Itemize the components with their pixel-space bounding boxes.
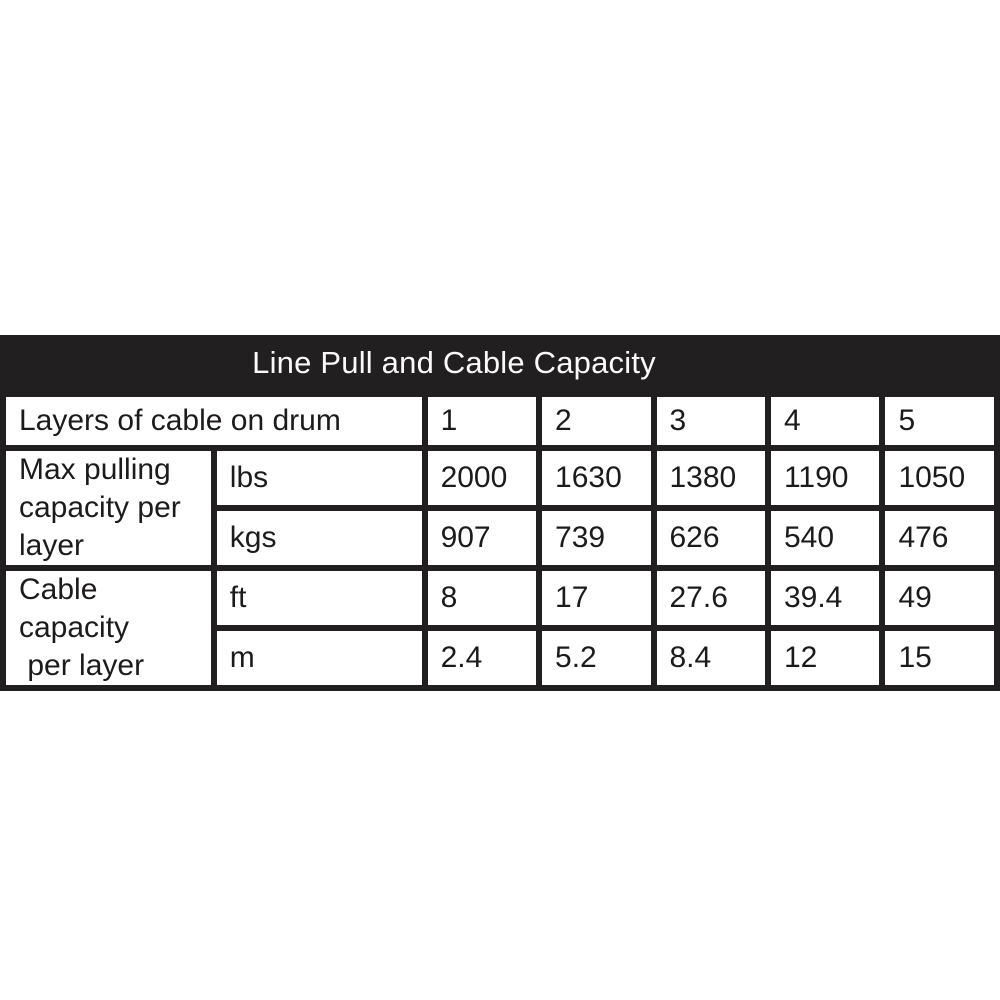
table-cell-lbs-5: 1050: [885, 451, 994, 505]
table-cell-m-3: 8.4: [656, 631, 765, 685]
table-cell-m-2: 5.2: [542, 631, 651, 685]
table-cell-ft-4: 39.4: [770, 571, 880, 625]
table-row-max-pull-kgs: kgs 907 739 626 540 476: [6, 511, 994, 565]
table-cell-kgs-4: 540: [770, 511, 880, 565]
table-row-cable-capacity-m: m 2.4 5.2 8.4 12 15: [6, 631, 994, 685]
row-label-layers: Layers of cable on drum: [6, 397, 422, 445]
unit-cell-ft: ft: [216, 571, 422, 625]
row-label-cable-capacity: Cable capacity per layer: [6, 571, 211, 685]
table-cell-layer-5: 5: [885, 397, 994, 445]
table-cell-ft-2: 17: [542, 571, 651, 625]
table-cell-layer-2: 2: [542, 397, 651, 445]
unit-cell-lbs: lbs: [216, 451, 422, 505]
line-pull-capacity-table: Line Pull and Cable Capacity Layers of c…: [0, 335, 1000, 691]
table-cell-kgs-5: 476: [885, 511, 994, 565]
table-cell-m-4: 12: [770, 631, 880, 685]
table-cell-kgs-3: 626: [656, 511, 765, 565]
table-cell-lbs-3: 1380: [656, 451, 765, 505]
table-cell-lbs-2: 1630: [542, 451, 651, 505]
table-cell-layer-3: 3: [656, 397, 765, 445]
table-cell-ft-1: 8: [427, 571, 537, 625]
table-cell-kgs-1: 907: [427, 511, 537, 565]
table-cell-m-1: 2.4: [427, 631, 537, 685]
unit-cell-m: m: [216, 631, 422, 685]
table-cell-layer-1: 1: [427, 397, 537, 445]
table-row-cable-capacity-ft: Cable capacity per layer ft 8 17 27.6 39…: [6, 571, 994, 685]
table-row-layers: Layers of cable on drum 1 2 3 4 5: [6, 397, 994, 445]
table-title-band: Line Pull and Cable Capacity: [0, 335, 1000, 391]
table-cell-ft-3: 27.6: [656, 571, 765, 625]
table-cell-lbs-4: 1190: [770, 451, 880, 505]
table-title: Line Pull and Cable Capacity: [252, 345, 656, 380]
table-row-max-pull-lbs: Max pulling capacity per layer lbs 2000 …: [6, 451, 994, 565]
table-cell-ft-5: 49: [885, 571, 994, 625]
table-cell-layer-4: 4: [770, 397, 880, 445]
unit-cell-kgs: kgs: [216, 511, 422, 565]
row-label-max-pulling-capacity: Max pulling capacity per layer: [6, 451, 211, 565]
table-cell-lbs-1: 2000: [427, 451, 537, 505]
table-cell-m-5: 15: [885, 631, 994, 685]
capacity-table: Layers of cable on drum 1 2 3 4 5 Max pu…: [0, 391, 1000, 691]
table-cell-kgs-2: 739: [542, 511, 651, 565]
